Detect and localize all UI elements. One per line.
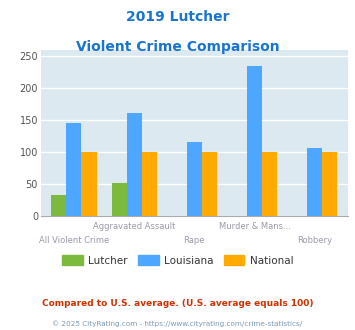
Text: Compared to U.S. average. (U.S. average equals 100): Compared to U.S. average. (U.S. average … [42,299,313,308]
Text: Robbery: Robbery [297,236,332,245]
Legend: Lutcher, Louisiana, National: Lutcher, Louisiana, National [58,251,297,270]
Bar [247,66,262,216]
Bar [51,195,66,216]
Text: 2019 Lutcher: 2019 Lutcher [126,10,229,24]
Bar [66,122,81,216]
Text: Rape: Rape [184,236,205,245]
Text: Aggravated Assault: Aggravated Assault [93,222,175,231]
Bar [187,143,202,216]
Bar [322,152,337,216]
Bar [111,183,127,216]
Text: All Violent Crime: All Violent Crime [39,236,109,245]
Text: © 2025 CityRating.com - https://www.cityrating.com/crime-statistics/: © 2025 CityRating.com - https://www.city… [53,320,302,327]
Bar [142,152,157,216]
Bar [307,148,322,216]
Bar [81,152,97,216]
Bar [202,152,217,216]
Text: Violent Crime Comparison: Violent Crime Comparison [76,40,279,53]
Bar [127,113,142,216]
Text: Murder & Mans...: Murder & Mans... [219,222,290,231]
Bar [262,152,277,216]
